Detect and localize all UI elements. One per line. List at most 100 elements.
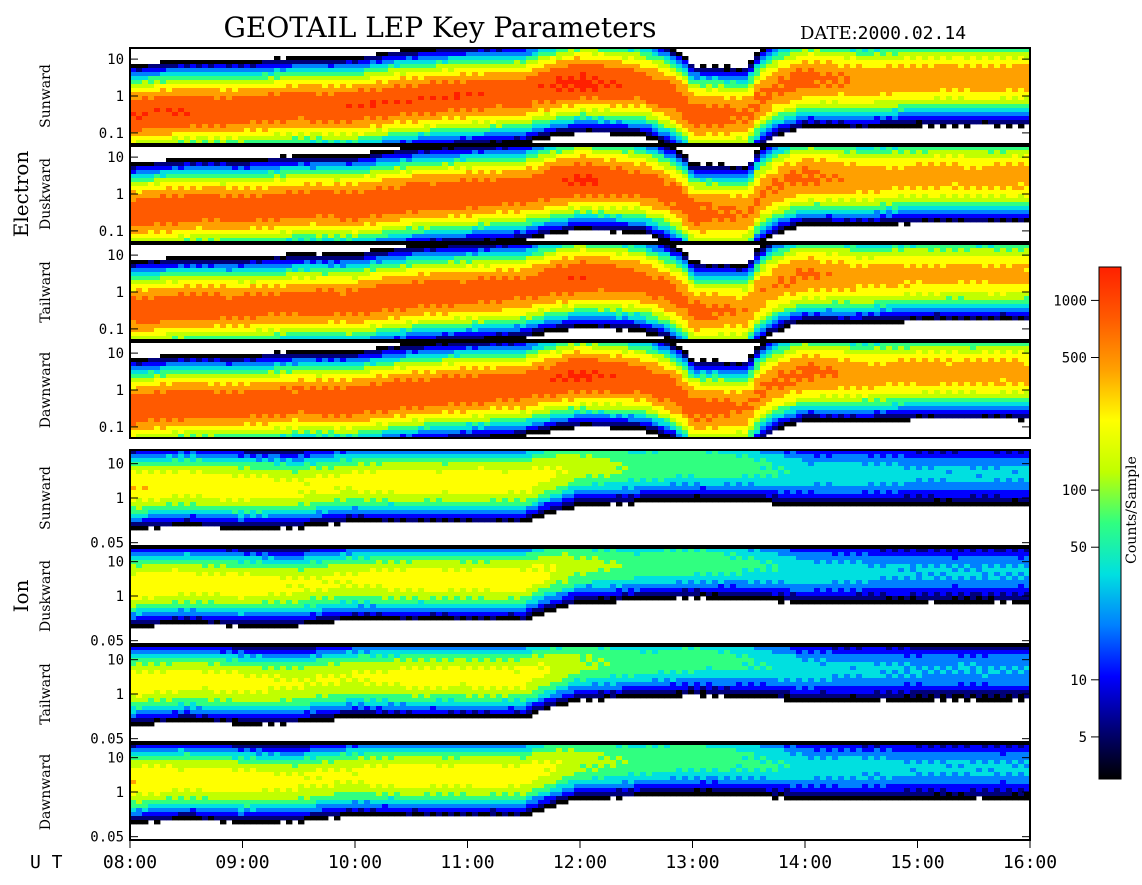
heatmap-cell <box>184 96 190 100</box>
heatmap-cell <box>196 210 202 214</box>
heatmap-cell <box>316 170 322 174</box>
heatmap-cell <box>772 88 778 92</box>
heatmap-cell <box>916 64 922 68</box>
heatmap-cell <box>562 230 568 234</box>
heatmap-cell <box>460 80 466 84</box>
heatmap-cell <box>556 108 562 112</box>
heatmap-cell <box>628 76 634 80</box>
heatmap-cell <box>832 92 838 96</box>
heatmap-cell <box>478 170 484 174</box>
heatmap-cell <box>712 68 718 72</box>
heatmap-cell <box>778 112 784 116</box>
heatmap-cell <box>244 190 250 194</box>
heatmap-cell <box>136 100 142 104</box>
heatmap-cell <box>280 154 286 158</box>
heatmap-cell <box>670 100 676 104</box>
heatmap-cell <box>640 72 646 76</box>
heatmap-cell <box>340 136 346 140</box>
heatmap-cell <box>460 190 466 194</box>
heatmap-cell <box>586 162 592 166</box>
heatmap-cell <box>916 88 922 92</box>
heatmap-cell <box>412 60 418 64</box>
heatmap-cell <box>664 104 670 108</box>
heatmap-cell <box>364 68 370 72</box>
heatmap-cell <box>808 64 814 68</box>
heatmap-cell <box>496 132 502 136</box>
heatmap-cell <box>142 76 148 80</box>
heatmap-cell <box>454 162 460 166</box>
heatmap-cell <box>280 186 286 190</box>
heatmap-cell <box>400 162 406 166</box>
heatmap-cell <box>748 68 754 72</box>
heatmap-cell <box>136 162 142 166</box>
heatmap-cell <box>184 218 190 222</box>
heatmap-cell <box>340 194 346 198</box>
heatmap-cell <box>376 60 382 64</box>
heatmap-cell <box>280 178 286 182</box>
heatmap-cell <box>382 202 388 206</box>
heatmap-cell <box>754 80 760 84</box>
heatmap-cell <box>898 76 904 80</box>
heatmap-cell <box>382 128 388 132</box>
heatmap-cell <box>262 206 268 210</box>
heatmap-cell <box>238 158 244 162</box>
heatmap-cell <box>364 170 370 174</box>
heatmap-cell <box>820 68 826 72</box>
heatmap-cell <box>736 132 742 136</box>
heatmap-cell <box>424 210 430 214</box>
heatmap-cell <box>604 100 610 104</box>
heatmap-cell <box>244 112 250 116</box>
heatmap-cell <box>412 162 418 166</box>
heatmap-cell <box>406 96 412 100</box>
heatmap-cell <box>790 116 796 120</box>
heatmap-cell <box>790 64 796 68</box>
heatmap-cell <box>820 124 826 128</box>
heatmap-cell <box>736 112 742 116</box>
heatmap-cell <box>298 64 304 68</box>
heatmap-cell <box>166 100 172 104</box>
heatmap-cell <box>220 104 226 108</box>
heatmap-cell <box>550 96 556 100</box>
heatmap-cell <box>160 112 166 116</box>
heatmap-cell <box>268 100 274 104</box>
heatmap-cell <box>922 120 928 124</box>
heatmap-cell <box>478 96 484 100</box>
heatmap-cell <box>586 150 592 154</box>
heatmap-cell <box>256 198 262 202</box>
heatmap-cell <box>724 108 730 112</box>
heatmap-cell <box>388 194 394 198</box>
heatmap-cell <box>292 56 298 60</box>
heatmap-cell <box>346 100 352 104</box>
heatmap-cell <box>160 202 166 206</box>
heatmap-cell <box>376 206 382 210</box>
heatmap-cell <box>688 76 694 80</box>
heatmap-cell <box>532 136 538 140</box>
heatmap-cell <box>976 120 982 124</box>
direction-label: Sunward <box>38 64 54 128</box>
heatmap-cell <box>586 222 592 226</box>
heatmap-cell <box>664 76 670 80</box>
heatmap-cell <box>778 96 784 100</box>
heatmap-cell <box>172 210 178 214</box>
heatmap-cell <box>238 174 244 178</box>
heatmap-cell <box>448 214 454 218</box>
heatmap-cell <box>868 60 874 64</box>
heatmap-cell <box>652 132 658 136</box>
heatmap-cell <box>202 104 208 108</box>
heatmap-cell <box>292 226 298 230</box>
heatmap-cell <box>412 88 418 92</box>
heatmap-cell <box>964 120 970 124</box>
heatmap-cell <box>142 88 148 92</box>
heatmap-cell <box>508 150 514 154</box>
heatmap-cell <box>490 52 496 56</box>
heatmap-cell <box>256 186 262 190</box>
heatmap-cell <box>472 162 478 166</box>
heatmap-cell <box>238 218 244 222</box>
heatmap-cell <box>394 194 400 198</box>
heatmap-cell <box>550 154 556 158</box>
heatmap-cell <box>508 206 514 210</box>
heatmap-cell <box>520 120 526 124</box>
heatmap-cell <box>508 136 514 140</box>
heatmap-cell <box>514 226 520 230</box>
heatmap-cell <box>592 100 598 104</box>
